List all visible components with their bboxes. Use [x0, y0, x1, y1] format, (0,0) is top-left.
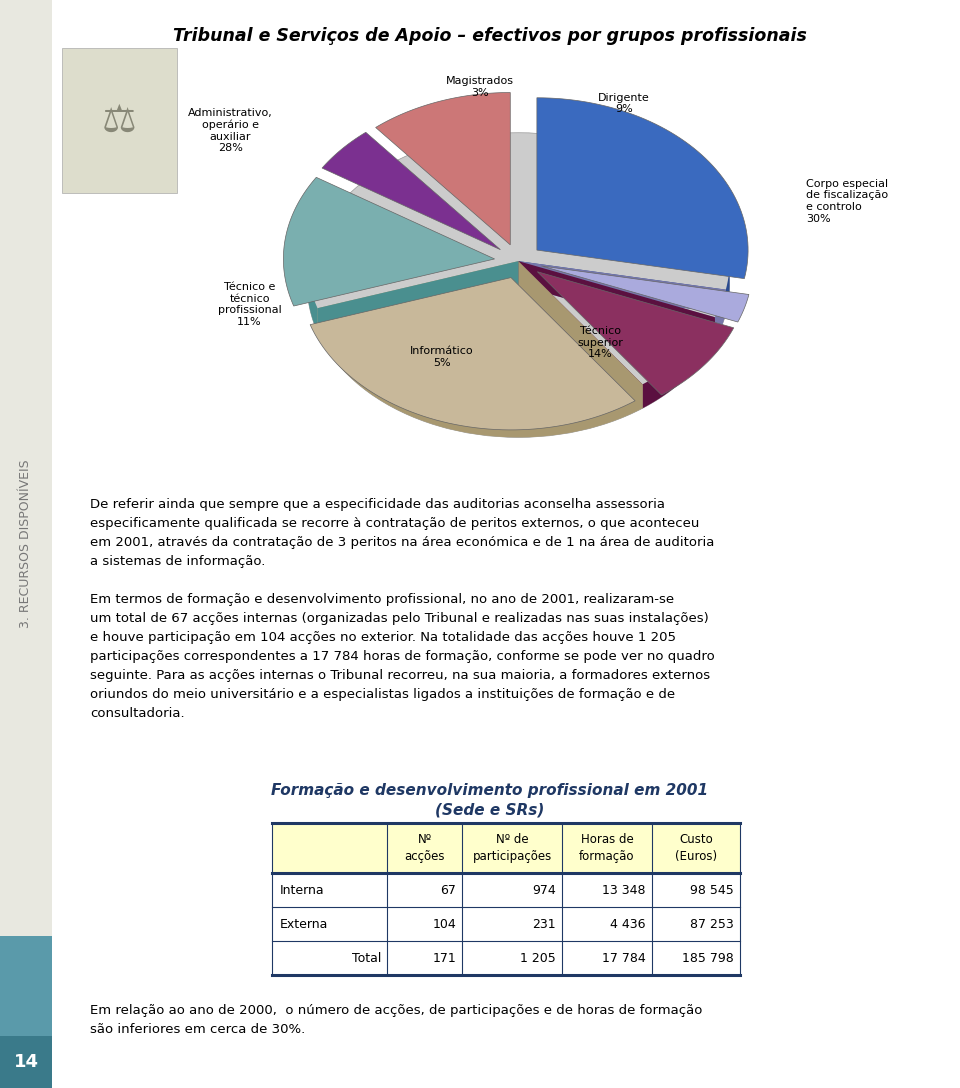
Polygon shape [518, 261, 642, 408]
Text: Formação e desenvolvimento profissional em 2001: Formação e desenvolvimento profissional … [272, 782, 708, 798]
Text: 17 784: 17 784 [602, 952, 646, 964]
Polygon shape [726, 262, 730, 313]
Text: Nº de
participações: Nº de participações [472, 833, 552, 863]
Polygon shape [537, 98, 748, 279]
Text: Externa: Externa [280, 917, 328, 930]
Text: De referir ainda que sempre que a especificidade das auditorias aconselha assess: De referir ainda que sempre que a especi… [90, 498, 714, 568]
Text: Corpo especial
de fiscalização
e controlo
30%: Corpo especial de fiscalização e control… [806, 178, 889, 224]
Text: Técnico
superior
14%: Técnico superior 14% [577, 326, 623, 359]
Text: Horas de
formação: Horas de formação [579, 833, 635, 863]
Text: Administrativo,
operário e
auxiliar
28%: Administrativo, operário e auxiliar 28% [188, 108, 273, 153]
Polygon shape [310, 277, 636, 430]
Bar [0, 1036, 52, 1088]
Text: 13 348: 13 348 [603, 883, 646, 897]
Polygon shape [518, 261, 715, 342]
Polygon shape [518, 261, 642, 408]
Polygon shape [541, 265, 749, 322]
Text: Informático
5%: Informático 5% [410, 346, 473, 368]
Text: 1 205: 1 205 [520, 952, 556, 964]
Bar [272, 823, 740, 873]
Bar [272, 941, 740, 975]
Text: Magistrados
3%: Magistrados 3% [446, 76, 514, 98]
Polygon shape [283, 177, 494, 306]
Text: Interna: Interna [280, 883, 324, 897]
Bar [272, 907, 740, 941]
Text: Em relação ao ano de 2000,  o número de acções, de participações e de horas de f: Em relação ao ano de 2000, o número de a… [90, 1004, 703, 1036]
Polygon shape [318, 261, 518, 332]
Polygon shape [538, 272, 733, 395]
Polygon shape [518, 261, 726, 313]
Polygon shape [318, 308, 642, 437]
Polygon shape [307, 261, 318, 332]
Polygon shape [318, 261, 518, 332]
Text: Tribunal e Serviços de Apoio – efectivos por grupos profissionais: Tribunal e Serviços de Apoio – efectivos… [173, 27, 807, 45]
Text: 231: 231 [533, 917, 556, 930]
Ellipse shape [307, 133, 730, 437]
Bar [0, 936, 52, 1036]
Text: 87 253: 87 253 [690, 917, 734, 930]
Bar [0, 0, 52, 1088]
Text: ⚖: ⚖ [102, 101, 137, 139]
Text: Em termos de formação e desenvolvimento profissional, no ano de 2001, realizaram: Em termos de formação e desenvolvimento … [90, 593, 715, 720]
Polygon shape [715, 289, 726, 342]
Text: Custo
(Euros): Custo (Euros) [675, 833, 717, 863]
Bar [272, 873, 740, 907]
Text: 98 545: 98 545 [690, 883, 734, 897]
Text: Técnico e
técnico
profissional
11%: Técnico e técnico profissional 11% [218, 282, 281, 327]
Text: 185 798: 185 798 [683, 952, 734, 964]
Text: 4 436: 4 436 [611, 917, 646, 930]
Polygon shape [322, 133, 500, 249]
Polygon shape [375, 92, 511, 245]
Text: 3. RECURSOS DISPONÍVEIS: 3. RECURSOS DISPONÍVEIS [19, 460, 33, 628]
Bar [62, 48, 177, 193]
Text: 104: 104 [432, 917, 456, 930]
Text: Dirigente
9%: Dirigente 9% [598, 92, 650, 114]
Polygon shape [642, 318, 715, 408]
Text: Total: Total [351, 952, 381, 964]
Text: (Sede e SRs): (Sede e SRs) [435, 803, 544, 817]
Text: 14: 14 [13, 1053, 38, 1071]
Text: Nº
acções: Nº acções [404, 833, 444, 863]
Text: 67: 67 [440, 883, 456, 897]
Text: 171: 171 [432, 952, 456, 964]
Polygon shape [518, 261, 715, 342]
Text: 974: 974 [532, 883, 556, 897]
Polygon shape [518, 261, 726, 313]
